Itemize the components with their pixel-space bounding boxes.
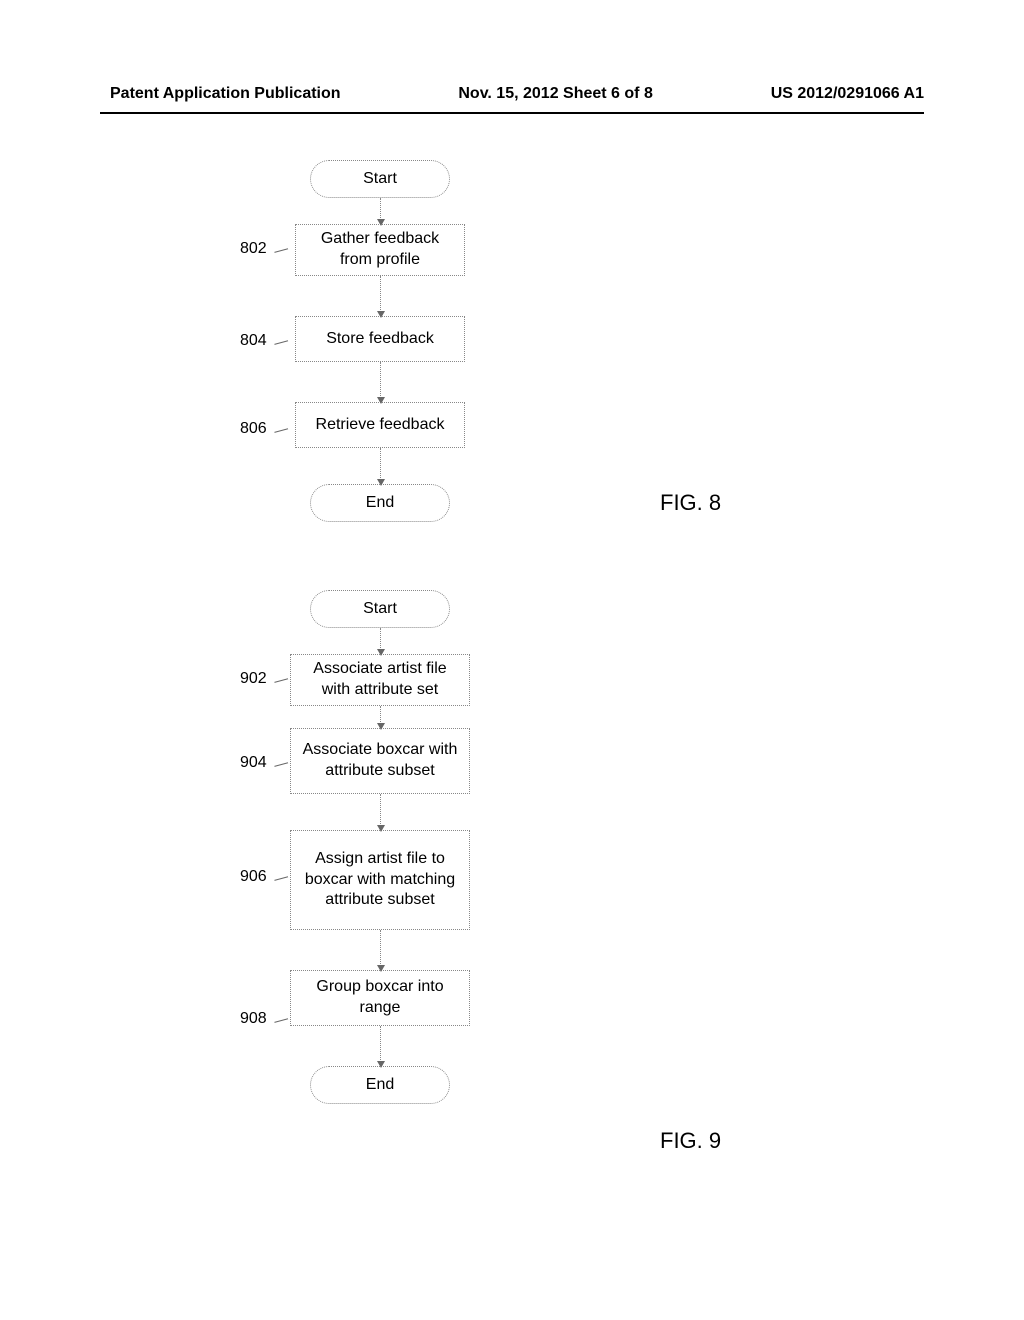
ref-902: 902 [240,670,267,688]
header-right: US 2012/0291066 A1 [771,85,924,103]
ref-804: 804 [240,332,267,350]
header-left: Patent Application Publication [110,85,341,103]
fig8-step-802-text: Gather feedback from profile [306,229,454,271]
fig9-step-906: Assign artist file to boxcar with matchi… [290,830,470,930]
arrow-icon [380,198,381,224]
arrow-icon [380,706,381,728]
fig8-step-806-text: Retrieve feedback [316,415,445,436]
ref-tick-icon [275,676,289,686]
fig9-step-902: Associate artist file with attribute set [290,654,470,706]
fig9-start: Start [310,590,450,628]
fig9-step-906-text: Assign artist file to boxcar with matchi… [301,849,459,911]
arrow-icon [380,1026,381,1066]
fig8-step-802: Gather feedback from profile [295,224,465,276]
fig9-step-902-text: Associate artist file with attribute set [301,659,459,701]
flowchart-fig9: Start Associate artist file with attribu… [280,590,480,1104]
fig9-end-label: End [366,1076,394,1094]
arrow-icon [380,794,381,830]
ref-802: 802 [240,240,267,258]
fig9-step-904: Associate boxcar with attribute subset [290,728,470,794]
fig9-start-label: Start [363,600,397,618]
ref-tick-icon [275,760,289,770]
ref-tick-icon [275,874,289,884]
fig9-step-908-text: Group boxcar into range [301,977,459,1019]
ref-806: 806 [240,420,267,438]
fig8-start: Start [310,160,450,198]
arrow-icon [380,628,381,654]
arrow-icon [380,448,381,484]
ref-tick-icon [275,1016,289,1026]
flowchart-fig8: Start Gather feedback from profile Store… [280,160,480,522]
ref-tick-icon [275,246,289,256]
header-rule [100,112,924,114]
page-header: Patent Application Publication Nov. 15, … [110,85,924,103]
fig8-label: FIG. 8 [660,490,721,516]
fig8-step-804: Store feedback [295,316,465,362]
fig8-end-label: End [366,494,394,512]
arrow-icon [380,276,381,316]
arrow-icon [380,362,381,402]
ref-904: 904 [240,754,267,772]
fig8-step-804-text: Store feedback [326,329,434,350]
fig8-start-label: Start [363,170,397,188]
ref-tick-icon [275,426,289,436]
fig9-step-908: Group boxcar into range [290,970,470,1026]
ref-908: 908 [240,1010,267,1028]
fig9-step-904-text: Associate boxcar with attribute subset [301,740,459,782]
ref-906: 906 [240,868,267,886]
fig8-step-806: Retrieve feedback [295,402,465,448]
fig9-label: FIG. 9 [660,1128,721,1154]
arrow-icon [380,930,381,970]
fig9-end: End [310,1066,450,1104]
fig8-end: End [310,484,450,522]
header-center: Nov. 15, 2012 Sheet 6 of 8 [458,85,652,103]
ref-tick-icon [275,338,289,348]
